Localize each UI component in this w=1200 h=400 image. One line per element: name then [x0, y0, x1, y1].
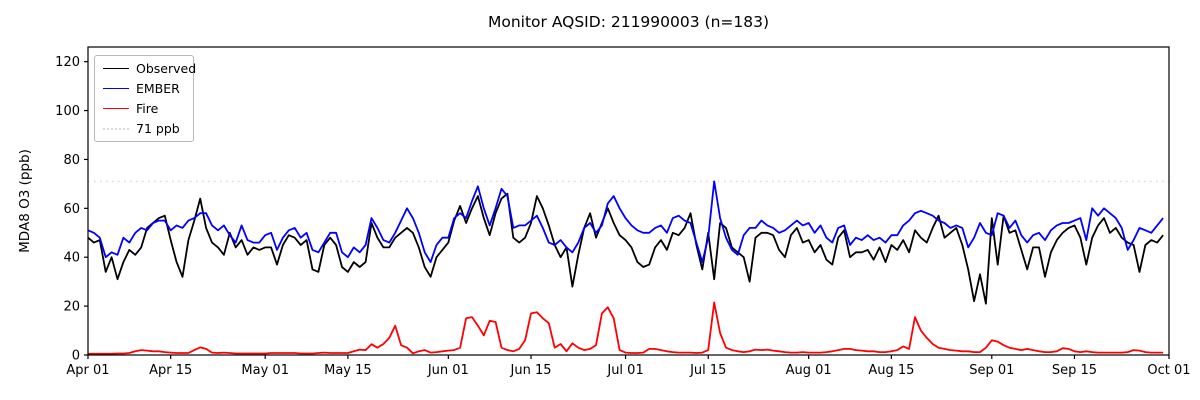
- x-tick-label: Jun 01: [427, 363, 469, 378]
- ember-line-sample: [103, 87, 129, 89]
- x-tick-label: May 15: [324, 363, 372, 378]
- observed-line-sample: [103, 67, 129, 69]
- legend-item-ember: EMBER: [95, 78, 193, 98]
- series-ember-line: [87, 180, 1164, 264]
- legend: Observed EMBER Fire 71 ppb: [94, 55, 197, 142]
- x-tick-label: Oct 01: [1147, 363, 1190, 378]
- y-tick-label: 80: [63, 153, 80, 168]
- y-tick-label: 0: [72, 349, 80, 364]
- x-tick-label: Jul 15: [689, 363, 726, 378]
- series-fire-line: [88, 301, 1164, 355]
- fire-line-sample: [103, 108, 129, 110]
- axes-frame: [87, 46, 1170, 356]
- threshold-line-sample: [103, 127, 129, 130]
- x-tick-label: Aug 15: [868, 363, 914, 378]
- y-tick-label: 40: [63, 251, 80, 266]
- series-observed-line: [87, 192, 1164, 305]
- legend-label: Fire: [136, 101, 159, 117]
- x-tick-label: Apr 01: [66, 363, 109, 378]
- chart-title: Monitor AQSID: 211990003 (n=183): [487, 13, 770, 31]
- x-tick-label: May 01: [241, 363, 289, 378]
- y-tick-label: 20: [63, 300, 80, 315]
- y-tick-label: 100: [55, 104, 80, 119]
- x-tick-label: Jun 15: [510, 363, 552, 378]
- legend-label: Observed: [136, 60, 197, 76]
- x-tick-label: Sep 15: [1052, 363, 1097, 378]
- y-tick-label: 120: [55, 55, 80, 70]
- legend-label: 71 ppb: [136, 121, 180, 137]
- x-tick-label: Apr 15: [149, 363, 192, 378]
- legend-label: EMBER: [136, 80, 180, 96]
- legend-item-fire: Fire: [95, 99, 193, 119]
- x-tick-label: Jul 01: [606, 363, 643, 378]
- x-tick-label: Sep 01: [969, 363, 1014, 378]
- legend-item-threshold: 71 ppb: [95, 119, 193, 139]
- legend-item-observed: Observed: [95, 58, 197, 78]
- x-tick-label: Aug 01: [786, 363, 832, 378]
- y-tick-label: 60: [63, 202, 80, 217]
